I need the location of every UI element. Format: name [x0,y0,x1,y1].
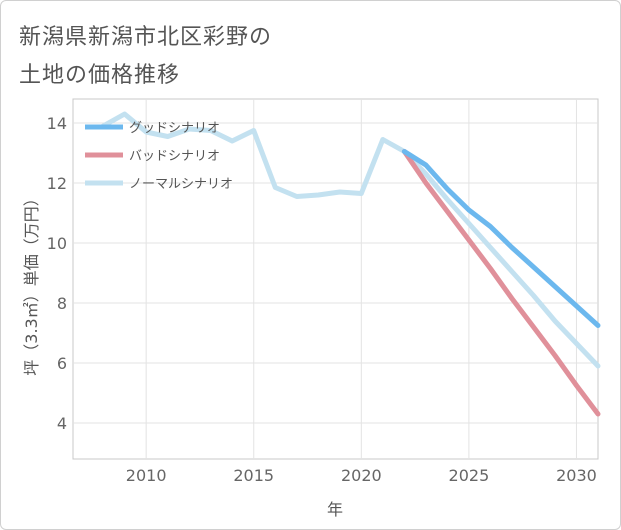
y-axis-title: 坪（3.3㎡）単価（万円） [22,190,41,375]
y-tick-label-8: 8 [57,294,67,313]
x-tick-label-2025: 2025 [449,466,490,485]
x-axis-title: 年 [327,500,343,519]
chart-title-line-1: 新潟県新潟市北区彩野の [19,25,273,50]
series-line-2 [100,111,601,369]
legend-label-1: バッドシナリオ [129,149,220,164]
series-lines [100,111,601,417]
chart-title-line-2: 土地の価格推移 [19,63,181,88]
x-tick-label-2015: 2015 [233,466,274,485]
plot-area [72,98,599,460]
legend-label-0: グッドシナリオ [129,121,220,136]
y-tick-label-6: 6 [57,354,67,373]
x-tick-label-2020: 2020 [341,466,382,485]
series-line-1 [401,149,601,417]
y-tick-label-12: 12 [47,174,67,193]
axis-ticks: 4 6 8 10 12 14 2010 2015 2020 2025 2030 [47,114,597,485]
x-tick-label-2030: 2030 [556,466,597,485]
y-tick-label-10: 10 [47,234,67,253]
series-line-0 [401,149,601,328]
grid-lines [73,99,598,459]
legend-label-2: ノーマルシナリオ [129,177,233,192]
y-tick-label-4: 4 [57,414,67,433]
y-tick-label-14: 14 [47,114,67,133]
x-tick-label-2010: 2010 [126,466,167,485]
